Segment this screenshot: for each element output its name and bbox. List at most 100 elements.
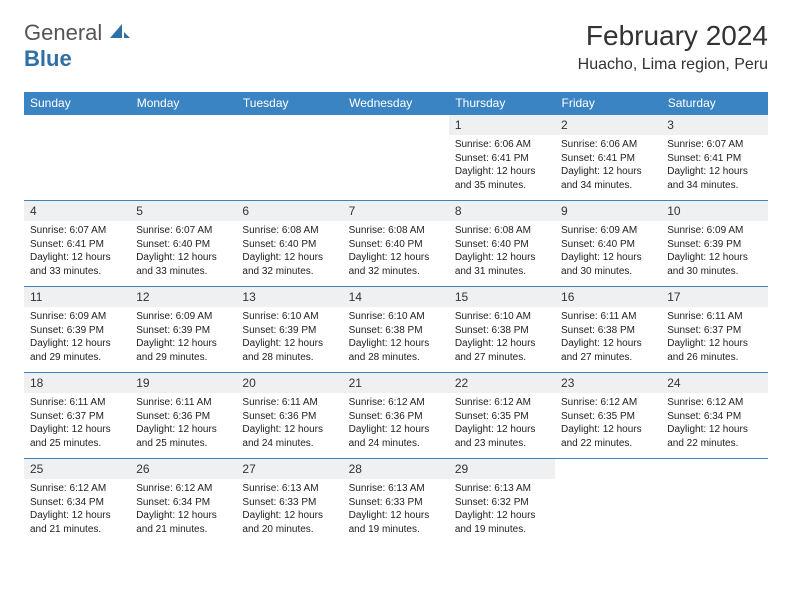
day-content: Sunrise: 6:07 AMSunset: 6:40 PMDaylight:… bbox=[130, 221, 236, 284]
calendar-day: 11Sunrise: 6:09 AMSunset: 6:39 PMDayligh… bbox=[24, 287, 130, 373]
daylight-text: Daylight: 12 hours and 33 minutes. bbox=[30, 251, 124, 278]
calendar-day: 13Sunrise: 6:10 AMSunset: 6:39 PMDayligh… bbox=[236, 287, 342, 373]
sunrise-text: Sunrise: 6:13 AM bbox=[349, 482, 443, 496]
calendar-day: 22Sunrise: 6:12 AMSunset: 6:35 PMDayligh… bbox=[449, 373, 555, 459]
calendar-day: 8Sunrise: 6:08 AMSunset: 6:40 PMDaylight… bbox=[449, 201, 555, 287]
day-number: 2 bbox=[555, 115, 661, 135]
day-number: 25 bbox=[24, 459, 130, 479]
calendar-day: 9Sunrise: 6:09 AMSunset: 6:40 PMDaylight… bbox=[555, 201, 661, 287]
calendar-day: 29Sunrise: 6:13 AMSunset: 6:32 PMDayligh… bbox=[449, 459, 555, 545]
sunset-text: Sunset: 6:39 PM bbox=[667, 238, 761, 252]
day-content: Sunrise: 6:10 AMSunset: 6:39 PMDaylight:… bbox=[236, 307, 342, 370]
day-content: Sunrise: 6:08 AMSunset: 6:40 PMDaylight:… bbox=[449, 221, 555, 284]
day-content: Sunrise: 6:06 AMSunset: 6:41 PMDaylight:… bbox=[449, 135, 555, 198]
day-number bbox=[130, 115, 236, 121]
day-number: 4 bbox=[24, 201, 130, 221]
sunset-text: Sunset: 6:35 PM bbox=[561, 410, 655, 424]
daylight-text: Daylight: 12 hours and 21 minutes. bbox=[136, 509, 230, 536]
sunset-text: Sunset: 6:40 PM bbox=[561, 238, 655, 252]
day-header: Sunday bbox=[24, 92, 130, 115]
day-number: 27 bbox=[236, 459, 342, 479]
daylight-text: Daylight: 12 hours and 34 minutes. bbox=[667, 165, 761, 192]
day-number: 24 bbox=[661, 373, 767, 393]
sunrise-text: Sunrise: 6:07 AM bbox=[667, 138, 761, 152]
calendar-day: 19Sunrise: 6:11 AMSunset: 6:36 PMDayligh… bbox=[130, 373, 236, 459]
calendar-day: 20Sunrise: 6:11 AMSunset: 6:36 PMDayligh… bbox=[236, 373, 342, 459]
daylight-text: Daylight: 12 hours and 23 minutes. bbox=[455, 423, 549, 450]
day-number bbox=[661, 459, 767, 465]
day-content: Sunrise: 6:09 AMSunset: 6:39 PMDaylight:… bbox=[661, 221, 767, 284]
sunset-text: Sunset: 6:40 PM bbox=[455, 238, 549, 252]
sunrise-text: Sunrise: 6:11 AM bbox=[667, 310, 761, 324]
sunrise-text: Sunrise: 6:07 AM bbox=[30, 224, 124, 238]
sunrise-text: Sunrise: 6:13 AM bbox=[455, 482, 549, 496]
sunrise-text: Sunrise: 6:10 AM bbox=[349, 310, 443, 324]
calendar-day bbox=[555, 459, 661, 545]
day-header: Saturday bbox=[661, 92, 767, 115]
daylight-text: Daylight: 12 hours and 26 minutes. bbox=[667, 337, 761, 364]
day-number: 28 bbox=[343, 459, 449, 479]
day-number: 8 bbox=[449, 201, 555, 221]
day-number: 9 bbox=[555, 201, 661, 221]
day-number: 13 bbox=[236, 287, 342, 307]
day-content: Sunrise: 6:08 AMSunset: 6:40 PMDaylight:… bbox=[343, 221, 449, 284]
calendar-week: 18Sunrise: 6:11 AMSunset: 6:37 PMDayligh… bbox=[24, 373, 768, 459]
day-content: Sunrise: 6:12 AMSunset: 6:34 PMDaylight:… bbox=[661, 393, 767, 456]
day-number: 5 bbox=[130, 201, 236, 221]
sunset-text: Sunset: 6:36 PM bbox=[349, 410, 443, 424]
sunset-text: Sunset: 6:39 PM bbox=[136, 324, 230, 338]
daylight-text: Daylight: 12 hours and 35 minutes. bbox=[455, 165, 549, 192]
calendar-day: 7Sunrise: 6:08 AMSunset: 6:40 PMDaylight… bbox=[343, 201, 449, 287]
sunset-text: Sunset: 6:36 PM bbox=[136, 410, 230, 424]
day-number: 1 bbox=[449, 115, 555, 135]
sunrise-text: Sunrise: 6:11 AM bbox=[30, 396, 124, 410]
day-content: Sunrise: 6:12 AMSunset: 6:34 PMDaylight:… bbox=[130, 479, 236, 542]
sunset-text: Sunset: 6:39 PM bbox=[242, 324, 336, 338]
day-header-row: SundayMondayTuesdayWednesdayThursdayFrid… bbox=[24, 92, 768, 115]
day-number: 26 bbox=[130, 459, 236, 479]
sunset-text: Sunset: 6:40 PM bbox=[242, 238, 336, 252]
calendar-day: 28Sunrise: 6:13 AMSunset: 6:33 PMDayligh… bbox=[343, 459, 449, 545]
calendar-day: 3Sunrise: 6:07 AMSunset: 6:41 PMDaylight… bbox=[661, 115, 767, 201]
sunrise-text: Sunrise: 6:07 AM bbox=[136, 224, 230, 238]
day-number: 3 bbox=[661, 115, 767, 135]
calendar-day: 26Sunrise: 6:12 AMSunset: 6:34 PMDayligh… bbox=[130, 459, 236, 545]
sunrise-text: Sunrise: 6:12 AM bbox=[30, 482, 124, 496]
calendar-day: 6Sunrise: 6:08 AMSunset: 6:40 PMDaylight… bbox=[236, 201, 342, 287]
daylight-text: Daylight: 12 hours and 24 minutes. bbox=[242, 423, 336, 450]
sunrise-text: Sunrise: 6:12 AM bbox=[455, 396, 549, 410]
calendar-day: 21Sunrise: 6:12 AMSunset: 6:36 PMDayligh… bbox=[343, 373, 449, 459]
day-content: Sunrise: 6:12 AMSunset: 6:34 PMDaylight:… bbox=[24, 479, 130, 542]
sunset-text: Sunset: 6:36 PM bbox=[242, 410, 336, 424]
daylight-text: Daylight: 12 hours and 24 minutes. bbox=[349, 423, 443, 450]
daylight-text: Daylight: 12 hours and 27 minutes. bbox=[561, 337, 655, 364]
calendar-day: 12Sunrise: 6:09 AMSunset: 6:39 PMDayligh… bbox=[130, 287, 236, 373]
sunrise-text: Sunrise: 6:08 AM bbox=[242, 224, 336, 238]
day-content: Sunrise: 6:11 AMSunset: 6:37 PMDaylight:… bbox=[24, 393, 130, 456]
daylight-text: Daylight: 12 hours and 19 minutes. bbox=[455, 509, 549, 536]
day-header: Friday bbox=[555, 92, 661, 115]
calendar-day: 27Sunrise: 6:13 AMSunset: 6:33 PMDayligh… bbox=[236, 459, 342, 545]
calendar-week: 4Sunrise: 6:07 AMSunset: 6:41 PMDaylight… bbox=[24, 201, 768, 287]
day-content: Sunrise: 6:11 AMSunset: 6:36 PMDaylight:… bbox=[130, 393, 236, 456]
daylight-text: Daylight: 12 hours and 22 minutes. bbox=[561, 423, 655, 450]
sunrise-text: Sunrise: 6:11 AM bbox=[136, 396, 230, 410]
calendar-day: 4 Sunrise: 6:07 AMSunset: 6:41 PMDaylight… bbox=[24, 201, 130, 287]
sunset-text: Sunset: 6:33 PM bbox=[349, 496, 443, 510]
calendar-day: 18Sunrise: 6:11 AMSunset: 6:37 PMDayligh… bbox=[24, 373, 130, 459]
sunset-text: Sunset: 6:32 PM bbox=[455, 496, 549, 510]
sunset-text: Sunset: 6:34 PM bbox=[136, 496, 230, 510]
calendar-week: 11Sunrise: 6:09 AMSunset: 6:39 PMDayligh… bbox=[24, 287, 768, 373]
calendar-day bbox=[343, 115, 449, 201]
day-header: Monday bbox=[130, 92, 236, 115]
day-content: Sunrise: 6:09 AMSunset: 6:39 PMDaylight:… bbox=[24, 307, 130, 370]
calendar-day: 1Sunrise: 6:06 AMSunset: 6:41 PMDaylight… bbox=[449, 115, 555, 201]
calendar-day: 16Sunrise: 6:11 AMSunset: 6:38 PMDayligh… bbox=[555, 287, 661, 373]
daylight-text: Daylight: 12 hours and 33 minutes. bbox=[136, 251, 230, 278]
day-content: Sunrise: 6:08 AMSunset: 6:40 PMDaylight:… bbox=[236, 221, 342, 284]
sunrise-text: Sunrise: 6:12 AM bbox=[561, 396, 655, 410]
sunset-text: Sunset: 6:41 PM bbox=[30, 238, 124, 252]
day-content: Sunrise: 6:11 AMSunset: 6:37 PMDaylight:… bbox=[661, 307, 767, 370]
calendar-day: 10Sunrise: 6:09 AMSunset: 6:39 PMDayligh… bbox=[661, 201, 767, 287]
day-content: Sunrise: 6:10 AMSunset: 6:38 PMDaylight:… bbox=[343, 307, 449, 370]
